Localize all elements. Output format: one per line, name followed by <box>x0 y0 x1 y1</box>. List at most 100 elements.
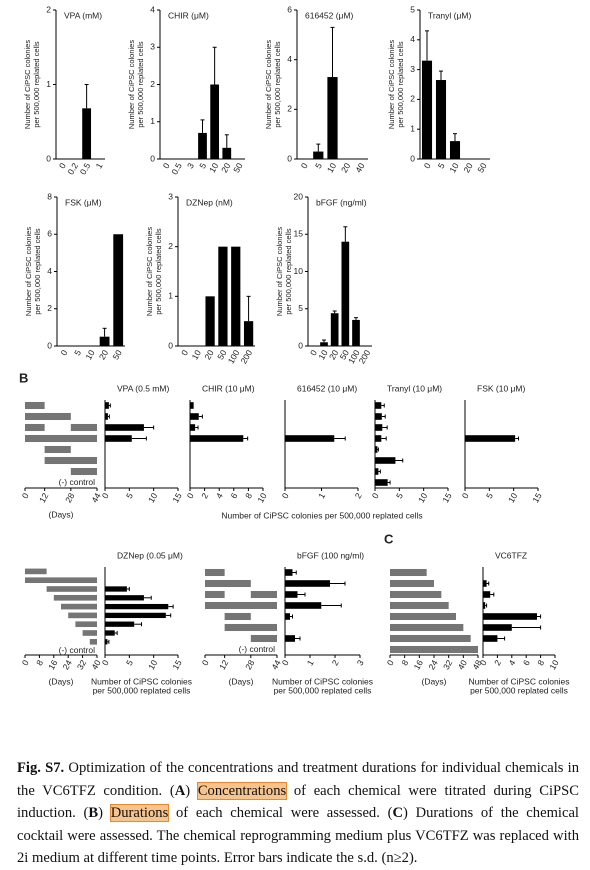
y-tick-label: 0 <box>168 340 173 350</box>
x-tick-label: 5 <box>124 658 135 667</box>
caption-text: of each chemical were assessed. ( <box>168 805 393 822</box>
y-axis-label: per 500,000 replated cells <box>33 228 42 315</box>
x-tick-label: 8 <box>535 658 546 667</box>
chart-title: CHIR (10 μM) <box>202 383 255 393</box>
y-tick-label: 4 <box>287 54 292 64</box>
bar <box>210 84 220 159</box>
bar <box>375 435 382 442</box>
x-tick-label: 32 <box>441 658 455 671</box>
x-tick-label: 10 <box>190 348 204 361</box>
x-axis-label: per 500,000 replated cells <box>93 685 191 695</box>
x-tick-label: 24 <box>426 658 440 671</box>
duration-bar <box>46 586 97 592</box>
bar <box>285 569 293 576</box>
y-axis-label: Number of CiPSC colonies <box>24 227 33 316</box>
bar <box>285 602 322 609</box>
x-tick-label: 6 <box>228 491 239 500</box>
panel-label: C <box>384 531 394 546</box>
x-axis-label: Number of CiPSC colonies <box>468 676 569 686</box>
x-tick-label: 24 <box>60 658 74 671</box>
bar <box>105 424 144 431</box>
x-tick-label: 0 <box>385 658 396 667</box>
y-axis-label: Number of CiPSC colonies <box>127 40 136 129</box>
x-tick-label: 10 <box>316 348 330 361</box>
y-tick-label: 1 <box>410 123 415 133</box>
x-axis-label: Number of CiPSC colonies <box>272 676 373 686</box>
x-tick-label: 0 <box>179 348 190 357</box>
x-tick-label: 48 <box>470 658 484 671</box>
duration-bar <box>250 634 277 643</box>
x-tick-label: 3 <box>185 161 196 170</box>
chart-title: VC6TFZ <box>495 550 527 560</box>
x-axis-label: per 500,000 replated cells <box>274 685 372 695</box>
y-axis-label: Number of CiPSC colonies <box>275 227 284 316</box>
highlight: Concentrations <box>196 781 288 800</box>
bar <box>483 602 486 609</box>
x-tick-label: 1 <box>305 658 316 667</box>
bar <box>231 246 241 346</box>
y-tick-label: 4 <box>410 34 415 44</box>
duration-bar <box>25 423 45 432</box>
y-tick-label: 2 <box>410 94 415 104</box>
x-tick-label: 15 <box>440 491 454 504</box>
x-tick-label: 5 <box>436 161 447 170</box>
x-tick-label: 40 <box>353 161 367 174</box>
y-axis-label: Number of CiPSC colonies <box>23 40 32 129</box>
y-tick-label: 10 <box>294 266 304 276</box>
bar <box>375 457 396 464</box>
y-tick-label: 3 <box>410 64 415 74</box>
caption-text: ) <box>98 805 111 822</box>
y-tick-label: 20 <box>294 191 304 201</box>
duration-bar <box>25 412 71 421</box>
x-tick-label: 1 <box>94 161 105 170</box>
bar <box>375 402 382 409</box>
x-tick-label: 10 <box>146 491 160 504</box>
x-tick-label: 10 <box>207 161 221 174</box>
x-tick-label: 2 <box>330 658 341 667</box>
y-tick-label: 6 <box>287 4 292 14</box>
bar <box>285 580 330 587</box>
x-tick-label: 0 <box>100 658 111 667</box>
bar <box>105 639 108 645</box>
duration-bar <box>390 579 434 588</box>
chart-title: bFGF (100 ng/ml) <box>297 550 364 560</box>
bar <box>483 635 498 642</box>
x-tick-label: 20 <box>327 348 341 361</box>
bar <box>105 595 144 601</box>
x-axis-label: Number of CiPSC colonies <box>91 676 192 686</box>
y-tick-label: 0 <box>287 153 292 163</box>
duration-bar <box>25 401 45 410</box>
chart-title: bFGF (ng/ml) <box>316 197 367 207</box>
x-tick-label: 10 <box>506 491 520 504</box>
bar <box>105 435 132 442</box>
duration-bar <box>390 568 427 577</box>
x-tick-label: 0 <box>460 491 471 500</box>
bar <box>327 77 338 159</box>
x-tick-label: 32 <box>75 658 89 671</box>
duration-bar <box>390 623 464 632</box>
x-tick-label: 15 <box>170 658 184 671</box>
bar <box>243 321 254 346</box>
x-tick-label: 28 <box>243 658 257 671</box>
x-tick-label: 12 <box>37 491 51 504</box>
x-tick-label: 4 <box>214 491 225 500</box>
bar <box>330 313 339 346</box>
duration-bar <box>25 434 97 443</box>
x-tick-label: 5 <box>313 161 324 170</box>
x-tick-label: 0 <box>161 161 172 170</box>
y-tick-label: 0 <box>150 153 155 163</box>
panel-label: B <box>19 370 28 385</box>
chart-title: CHIR (μM) <box>168 10 209 20</box>
bar <box>483 580 487 587</box>
bar <box>82 108 92 159</box>
x-tick-label: 0 <box>308 348 319 357</box>
x-tick-label: 3 <box>355 658 366 667</box>
y-axis-label: per 500,000 replated cells <box>273 41 282 128</box>
x-tick-label: 10 <box>255 491 269 504</box>
bar <box>483 591 491 598</box>
caption-text: ) <box>185 782 198 799</box>
highlight: Durations <box>109 804 170 823</box>
x-tick-label: 16 <box>412 658 426 671</box>
x-tick-label: 0 <box>299 161 310 170</box>
